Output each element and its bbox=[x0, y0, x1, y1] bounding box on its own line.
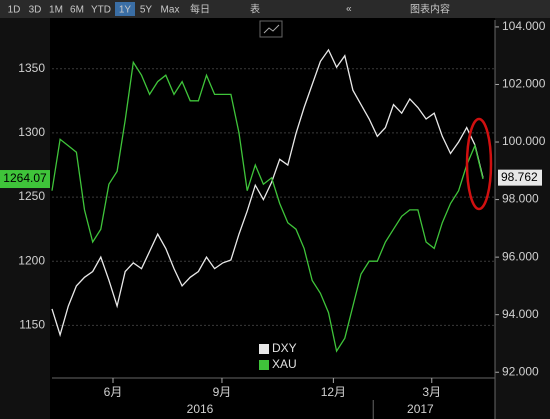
x-group-label: 2017 bbox=[407, 402, 434, 416]
legend-swatch bbox=[259, 360, 269, 370]
y-tick-label: 1250 bbox=[18, 189, 45, 203]
chart-type-icon bbox=[263, 24, 280, 34]
y-tick-label: 1350 bbox=[18, 61, 45, 75]
x-tick-label: 6月 bbox=[104, 385, 123, 399]
last-value-label: 1264.07 bbox=[3, 171, 47, 185]
series-line bbox=[51, 48, 484, 338]
y2-tick-label: 94.000 bbox=[502, 307, 539, 321]
series-line bbox=[51, 60, 484, 353]
right-axis-panel bbox=[495, 18, 550, 419]
content-button[interactable]: 图表内容 bbox=[410, 3, 450, 16]
range-button[interactable]: Max bbox=[161, 5, 180, 16]
toolbar bbox=[0, 0, 550, 18]
x-tick-label: 3月 bbox=[422, 385, 441, 399]
range-button[interactable]: 6M bbox=[70, 5, 84, 16]
legend-label: XAU bbox=[272, 357, 297, 371]
y2-tick-label: 102.000 bbox=[502, 77, 546, 91]
x-tick-label: 12月 bbox=[321, 385, 346, 399]
legend-label: DXY bbox=[272, 341, 297, 355]
chart-type-button[interactable] bbox=[259, 20, 283, 38]
y2-tick-label: 104.000 bbox=[502, 19, 546, 33]
legend-swatch bbox=[259, 344, 269, 354]
toolbar-items: 1D 3D 1M 6M YTD 1Y 5Y Max 每日 表 « 图表内容 bbox=[8, 2, 450, 16]
y2-tick-label: 92.000 bbox=[502, 364, 539, 378]
range-button[interactable]: 1Y bbox=[119, 5, 132, 16]
range-button[interactable]: 1D bbox=[8, 5, 21, 16]
left-axis-panel bbox=[0, 18, 50, 419]
y2-tick-label: 96.000 bbox=[502, 249, 539, 263]
last-value-label: 98.762 bbox=[501, 170, 538, 184]
range-button[interactable]: 1M bbox=[49, 5, 63, 16]
x-group-label: 2016 bbox=[187, 402, 214, 416]
y2-tick-label: 98.000 bbox=[502, 192, 539, 206]
range-button[interactable]: 5Y bbox=[140, 5, 153, 16]
last-value-box bbox=[498, 169, 542, 186]
x-tick-label: 9月 bbox=[213, 385, 232, 399]
active-range-bg bbox=[115, 2, 135, 16]
y-tick-label: 1300 bbox=[18, 125, 45, 139]
y-tick-label: 1200 bbox=[18, 253, 45, 267]
y2-tick-label: 100.000 bbox=[502, 134, 546, 148]
highlight-ellipse bbox=[465, 117, 493, 211]
range-button[interactable]: 3D bbox=[29, 5, 42, 16]
last-value-box bbox=[0, 170, 50, 189]
collapse-button[interactable]: « bbox=[346, 4, 352, 15]
y-tick-label: 1150 bbox=[19, 318, 45, 332]
range-button[interactable]: YTD bbox=[91, 5, 111, 16]
table-button[interactable]: 表 bbox=[250, 3, 260, 16]
frequency-select[interactable]: 每日 bbox=[190, 3, 210, 16]
